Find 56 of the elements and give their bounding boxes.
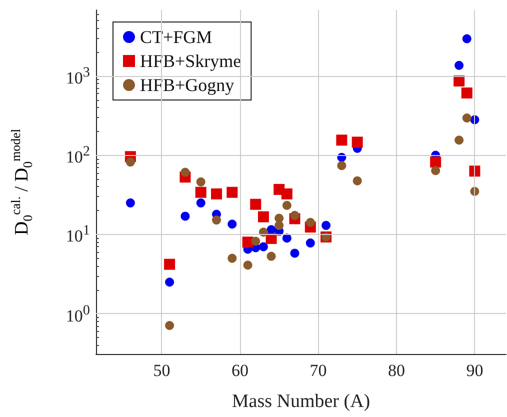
x-tick-label: 90 <box>466 361 484 380</box>
point <box>454 75 465 86</box>
point <box>306 218 315 227</box>
point <box>306 238 315 248</box>
point <box>126 158 135 167</box>
point <box>469 166 480 177</box>
point <box>126 198 135 208</box>
point <box>258 242 268 252</box>
point <box>352 176 362 186</box>
y-tick-label: 10$^{0}$ <box>66 302 90 326</box>
point <box>250 198 262 210</box>
point <box>281 188 292 200</box>
point <box>336 134 348 146</box>
point <box>228 254 237 263</box>
x-axis-title: Mass Number (A) <box>232 391 370 412</box>
point <box>337 161 346 170</box>
point <box>352 136 363 148</box>
point <box>462 113 472 122</box>
point <box>210 188 222 200</box>
point <box>274 220 284 230</box>
legend-label: HFB+Gogny <box>140 75 234 95</box>
point <box>454 60 464 70</box>
point <box>266 252 276 261</box>
point <box>430 156 442 168</box>
point <box>212 216 221 225</box>
point <box>282 234 292 243</box>
point <box>282 200 292 210</box>
point <box>164 258 176 270</box>
point <box>258 211 269 222</box>
point <box>195 186 206 198</box>
point <box>290 210 300 220</box>
point <box>228 220 237 229</box>
point <box>196 198 206 208</box>
point <box>454 136 464 145</box>
point <box>251 236 260 246</box>
point <box>461 87 472 98</box>
y-tick-label: 10$^{1}$ <box>66 223 90 246</box>
legend-label: HFB+Skryme <box>140 51 242 71</box>
x-tick-label: 50 <box>153 361 170 380</box>
point <box>290 248 300 258</box>
y-tick-label: 10$^{3}$ <box>66 64 90 88</box>
point <box>226 186 238 198</box>
y-tick-label: 10$^{2}$ <box>66 144 90 167</box>
x-tick-label: 80 <box>388 361 405 380</box>
x-tick-label: 70 <box>310 361 327 380</box>
point <box>431 166 440 176</box>
point <box>322 220 331 230</box>
legend-label: CT+FGM <box>140 27 212 47</box>
point <box>462 34 472 44</box>
point <box>180 168 190 177</box>
point <box>165 320 174 330</box>
point <box>243 260 252 270</box>
x-tick-label: 60 <box>231 361 248 380</box>
point <box>180 212 190 221</box>
point <box>165 278 174 287</box>
point <box>196 177 206 186</box>
